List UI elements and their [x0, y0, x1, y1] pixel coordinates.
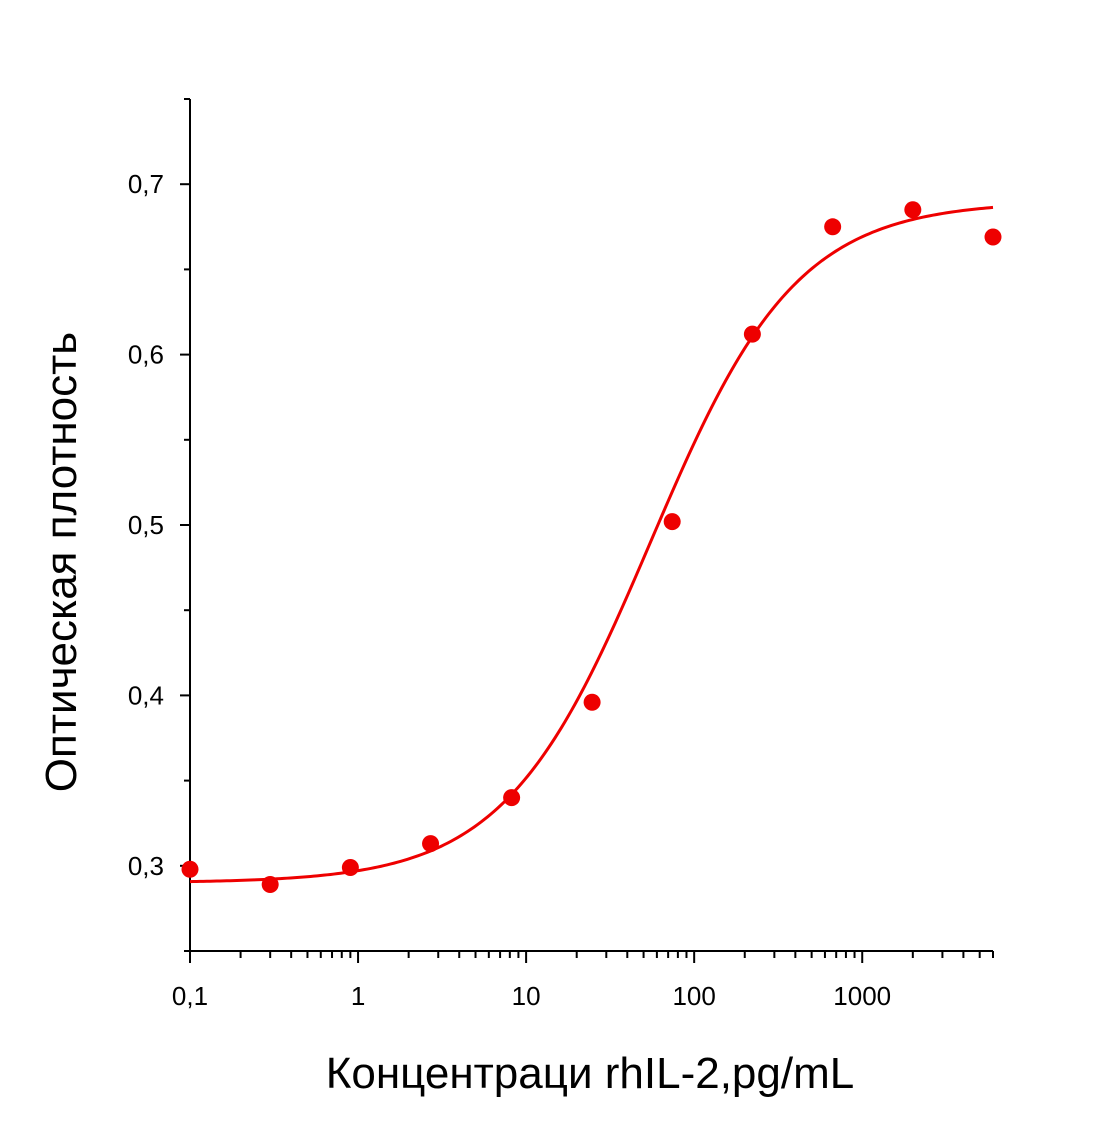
fit-curve-layer — [189, 205, 994, 884]
data-point — [341, 859, 359, 876]
data-point — [422, 835, 440, 853]
fit-curve — [189, 205, 994, 884]
y-tick-label: 0,5 — [128, 510, 164, 540]
x-axis-title: Концентраци rhIL-2,pg/mL — [326, 1049, 854, 1098]
axes — [180, 98, 994, 963]
y-tick-label: 0,6 — [128, 340, 164, 370]
data-point — [181, 860, 199, 878]
x-tick-label: 1 — [351, 981, 365, 1011]
data-point — [984, 228, 1002, 246]
data-point — [824, 218, 842, 236]
tick-labels: 0,3 0,4 0,5 0,6 0,7 0,1 1 10 100 1000 — [128, 169, 891, 1011]
y-axis-title: Оптическая плотность — [37, 332, 86, 792]
data-point — [663, 513, 681, 531]
x-tick-label: 100 — [672, 981, 715, 1011]
data-point — [503, 789, 521, 807]
data-point — [743, 325, 761, 343]
data-point — [261, 876, 279, 894]
y-tick-label: 0,4 — [128, 680, 164, 710]
data-point — [904, 201, 922, 219]
y-tick-label: 0,3 — [128, 851, 164, 881]
data-points — [181, 201, 1002, 894]
y-tick-label: 0,7 — [128, 169, 164, 199]
x-tick-label: 1000 — [833, 981, 891, 1011]
data-point — [583, 693, 601, 711]
x-tick-label: 0,1 — [172, 981, 208, 1011]
x-tick-label: 10 — [512, 981, 541, 1011]
